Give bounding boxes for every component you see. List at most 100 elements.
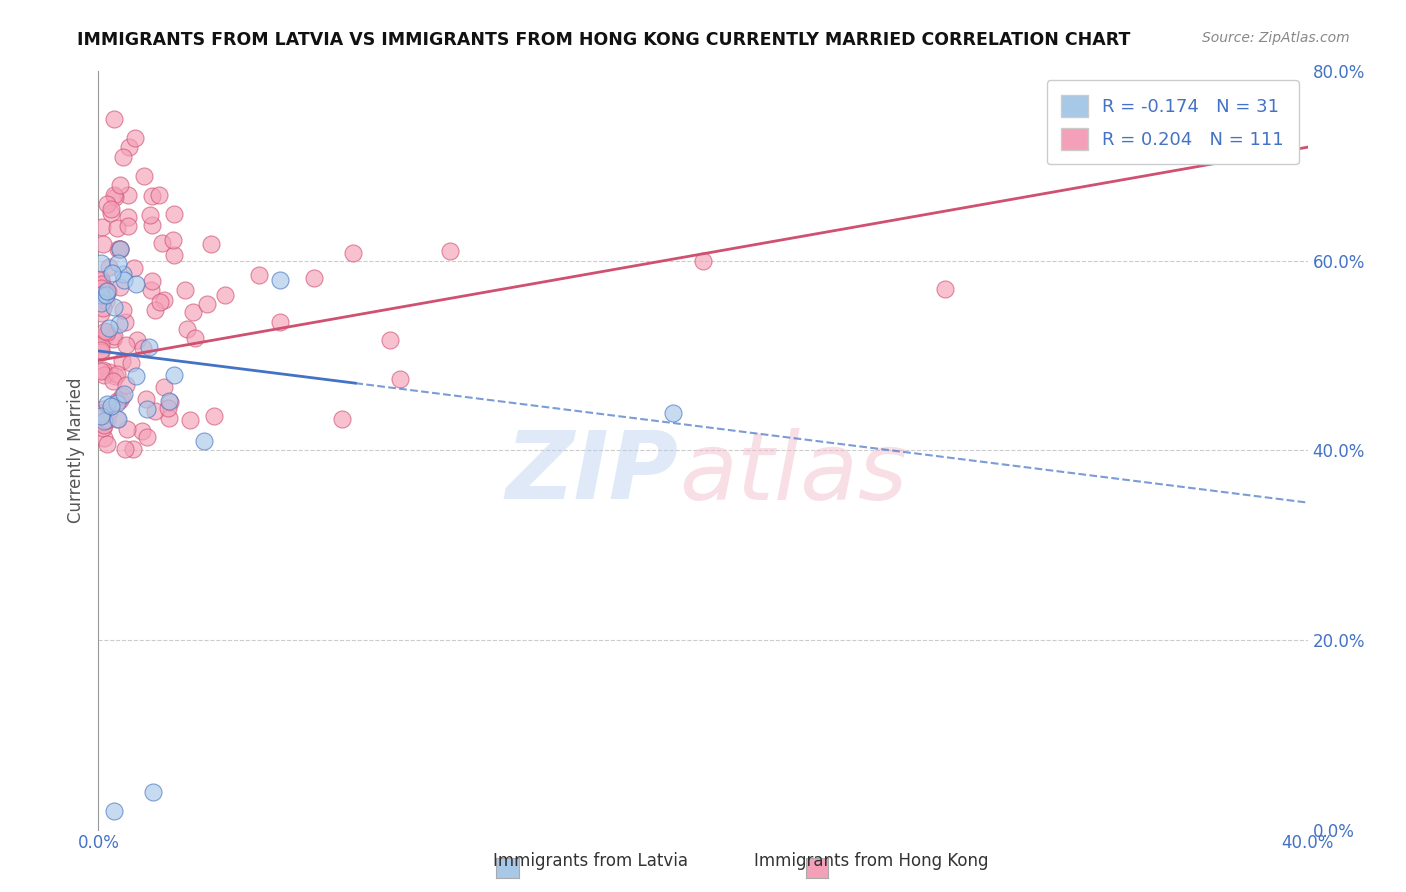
Point	[117, 187, 139, 202]
Point	[117, 422, 139, 436]
Point	[934, 282, 956, 296]
Point	[107, 256, 129, 270]
Point	[91, 219, 114, 234]
Point	[104, 368, 127, 383]
Point	[96, 284, 118, 298]
Point	[202, 409, 225, 424]
Point	[100, 202, 122, 216]
Point	[269, 315, 291, 329]
Point	[163, 206, 186, 220]
Point	[131, 424, 153, 438]
Point	[90, 281, 112, 295]
Point	[115, 338, 138, 352]
Point	[96, 326, 118, 340]
Point	[105, 220, 128, 235]
Point	[122, 442, 145, 456]
Point	[111, 267, 134, 281]
Point	[200, 236, 222, 251]
Point	[150, 236, 173, 251]
Point	[94, 324, 117, 338]
Text: atlas: atlas	[679, 427, 907, 519]
Point	[184, 331, 207, 345]
Point	[103, 804, 125, 818]
Point	[157, 411, 180, 425]
Point	[90, 409, 112, 423]
Point	[124, 130, 146, 145]
Point	[112, 303, 135, 318]
Point	[100, 206, 122, 220]
Point	[193, 434, 215, 448]
Point	[93, 431, 115, 445]
Point	[181, 305, 204, 319]
Point	[125, 333, 148, 347]
Point	[107, 242, 129, 256]
Point	[118, 140, 141, 154]
Point	[132, 169, 155, 183]
Point	[117, 211, 139, 225]
Point	[162, 233, 184, 247]
Point	[138, 340, 160, 354]
Point	[91, 236, 114, 251]
Point	[125, 369, 148, 384]
Point	[96, 293, 118, 308]
Point	[96, 397, 118, 411]
Point	[143, 404, 166, 418]
Point	[90, 344, 112, 359]
Point	[163, 247, 186, 261]
Point	[173, 283, 195, 297]
Point	[149, 295, 172, 310]
Point	[108, 317, 131, 331]
Point	[90, 364, 112, 378]
Point	[141, 274, 163, 288]
Point	[142, 785, 165, 799]
Point	[108, 243, 131, 257]
Point	[101, 374, 124, 388]
Point	[105, 367, 128, 381]
Point	[114, 315, 136, 329]
Point	[112, 273, 135, 287]
Point	[90, 406, 112, 420]
Text: IMMIGRANTS FROM LATVIA VS IMMIGRANTS FROM HONG KONG CURRENTLY MARRIED CORRELATIO: IMMIGRANTS FROM LATVIA VS IMMIGRANTS FRO…	[77, 31, 1130, 49]
Point	[107, 411, 129, 425]
Point	[90, 256, 112, 270]
Point	[103, 300, 125, 314]
Point	[179, 412, 201, 426]
Point	[302, 271, 325, 285]
Point	[111, 353, 134, 368]
Point	[105, 396, 128, 410]
Point	[103, 328, 125, 343]
Point	[96, 413, 118, 427]
Point	[135, 402, 157, 417]
Text: Source: ZipAtlas.com: Source: ZipAtlas.com	[1202, 31, 1350, 45]
Point	[132, 342, 155, 356]
Point	[98, 405, 121, 419]
Point	[100, 399, 122, 413]
Point	[105, 411, 128, 425]
Point	[111, 150, 134, 164]
Point	[91, 402, 114, 417]
Point	[141, 189, 163, 203]
Point	[91, 421, 114, 435]
Point	[112, 387, 135, 401]
Point	[125, 277, 148, 292]
Point	[108, 392, 131, 407]
Point	[152, 293, 174, 307]
Point	[91, 363, 114, 377]
Point	[98, 321, 121, 335]
Point	[148, 187, 170, 202]
Point	[90, 296, 112, 310]
Point	[108, 178, 131, 193]
Point	[90, 338, 112, 352]
Point	[110, 243, 132, 257]
Legend: R = -0.174   N = 31, R = 0.204   N = 111: R = -0.174 N = 31, R = 0.204 N = 111	[1046, 80, 1299, 164]
Point	[214, 287, 236, 301]
Point	[93, 417, 115, 432]
Text: ZIP: ZIP	[506, 427, 679, 519]
Point	[103, 112, 125, 126]
Point	[90, 273, 112, 287]
Point	[110, 389, 132, 403]
Point	[108, 279, 131, 293]
Point	[378, 334, 401, 348]
Point	[110, 243, 132, 257]
Text: Immigrants from Hong Kong: Immigrants from Hong Kong	[755, 852, 988, 870]
